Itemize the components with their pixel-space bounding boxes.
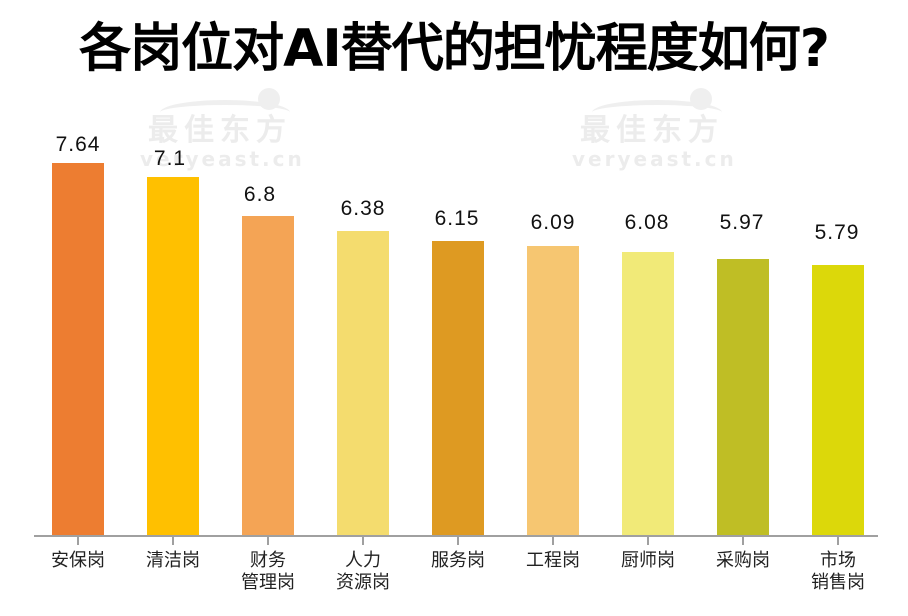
category-label-line1: 人力 <box>345 550 381 571</box>
watermark-dot-icon <box>690 88 712 110</box>
category-label-line1: 服务岗 <box>431 550 485 571</box>
x-tick <box>77 537 79 545</box>
value-label: 6.38 <box>340 197 386 220</box>
bar-fuwu <box>432 241 484 535</box>
category-label: 安保岗 <box>28 550 128 572</box>
watermark-en: veryeast.cn <box>572 147 737 171</box>
bar-caigou <box>717 259 769 535</box>
category-label-line1: 安保岗 <box>51 550 105 571</box>
category-label-line2: 资源岗 <box>336 572 390 593</box>
value-label: 6.08 <box>624 211 670 234</box>
value-label: 6.8 <box>243 183 277 206</box>
watermark-arc-icon <box>592 100 722 125</box>
x-tick <box>552 537 554 545</box>
category-label-line1: 厨师岗 <box>621 550 675 571</box>
x-tick <box>267 537 269 545</box>
bar-chushi <box>622 252 674 535</box>
category-label: 厨师岗 <box>598 550 698 572</box>
category-label-line1: 市场 <box>820 550 856 571</box>
watermark-cn: 最佳东方 <box>580 113 724 148</box>
category-label-line2: 销售岗 <box>811 572 865 593</box>
bar-caiwu <box>242 216 294 535</box>
category-label: 清洁岗 <box>123 550 223 572</box>
category-label: 服务岗 <box>408 550 508 572</box>
category-label-line1: 工程岗 <box>526 550 580 571</box>
x-tick <box>742 537 744 545</box>
bar-shichang <box>812 265 864 535</box>
watermark-arc-icon <box>160 100 290 125</box>
x-tick <box>172 537 174 545</box>
bar-qingjie <box>147 177 199 535</box>
value-label: 5.97 <box>719 211 765 234</box>
category-label-line1: 清洁岗 <box>146 550 200 571</box>
chart-title: 各岗位对AI替代的担忧程度如何? <box>79 19 830 79</box>
watermark-dot-icon <box>258 88 280 110</box>
watermark-cn: 最佳东方 <box>148 113 292 148</box>
x-tick <box>837 537 839 545</box>
x-tick <box>362 537 364 545</box>
value-label: 7.1 <box>153 147 187 170</box>
x-tick <box>647 537 649 545</box>
bar-gongcheng <box>527 246 579 535</box>
value-label: 5.79 <box>814 221 860 244</box>
bar-renli <box>337 231 389 535</box>
category-label: 人力 资源岗 <box>313 550 413 594</box>
bar-anbao <box>52 163 104 535</box>
x-tick <box>457 537 459 545</box>
category-label: 财务 管理岗 <box>218 550 318 594</box>
value-label: 6.09 <box>530 211 576 234</box>
category-label-line1: 财务 <box>250 550 286 571</box>
watermark-top-right: 最佳东方 veryeast.cn <box>572 88 737 172</box>
category-label: 市场 销售岗 <box>788 550 888 594</box>
value-label: 7.64 <box>55 133 101 156</box>
value-label: 6.15 <box>434 207 480 230</box>
x-axis-line <box>34 535 878 537</box>
category-label-line1: 采购岗 <box>716 550 770 571</box>
category-label: 工程岗 <box>503 550 603 572</box>
category-label-line2: 管理岗 <box>241 572 295 593</box>
category-label: 采购岗 <box>693 550 793 572</box>
